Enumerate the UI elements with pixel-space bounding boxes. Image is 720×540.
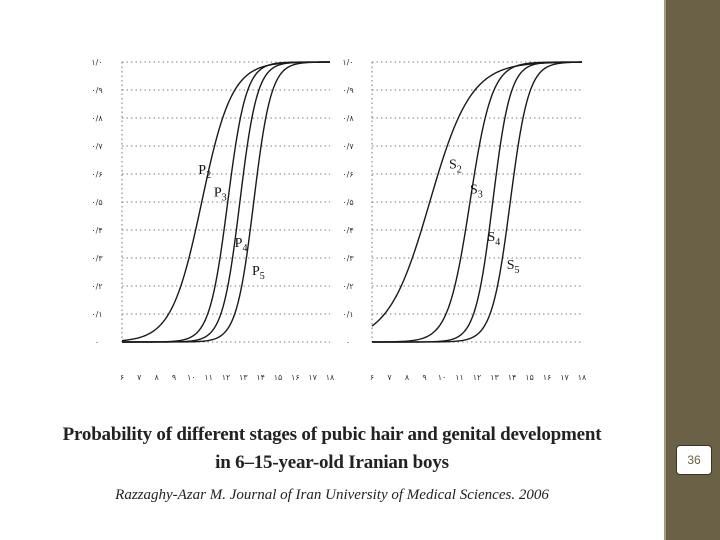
y-tick-label: ۰/۳ — [342, 254, 354, 263]
chart-panel-background — [112, 40, 338, 370]
x-tick-label: ۱۰ — [187, 373, 196, 382]
x-tick-label: ۱۸ — [578, 373, 587, 382]
series-label-s4: S4 — [488, 230, 501, 248]
series-line-s5 — [372, 61, 583, 343]
x-tick-label: ۱۳ — [490, 373, 499, 382]
x-tick-label: ۱۸ — [326, 373, 335, 382]
x-tick-label: ۱۱ — [204, 373, 213, 382]
x-tick-label: ۶ — [370, 373, 374, 382]
page-number-frame — [676, 445, 712, 475]
x-tick-label: ۱۲ — [222, 373, 231, 382]
y-tick-label: ۰/۸ — [91, 114, 103, 123]
y-tick-label: ۰/۶ — [91, 170, 102, 179]
y-tick-label: ۰/۴ — [342, 226, 353, 235]
series-label-p3: P3 — [214, 185, 227, 203]
x-tick-label: ۶ — [120, 373, 124, 382]
x-tick-label: ۷ — [387, 373, 392, 382]
caption-title-line2: in 6–15-year-old Iranian boys — [215, 452, 449, 473]
page-number: 36 — [687, 453, 701, 467]
caption-source: Razzaghy-Azar M. Journal of Iran Univers… — [115, 487, 549, 503]
y-tick-label: ۰/۷ — [91, 142, 103, 151]
series-label-p5: P5 — [252, 264, 265, 282]
y-tick-label: ۰/۲ — [342, 282, 353, 291]
y-tick-label: ۰/۲ — [91, 282, 102, 291]
series-label-s3: S3 — [470, 183, 483, 201]
y-tick-label: ۰/۳ — [91, 254, 103, 263]
y-tick-label: ۰/۸ — [342, 114, 354, 123]
caption-title: Probability of different stages of pubic… — [10, 421, 654, 477]
x-tick-label: ۱۳ — [239, 373, 248, 382]
y-tick-label: ۰ — [346, 338, 350, 347]
x-tick-label: ۱۶ — [543, 373, 552, 382]
x-tick-label: ۱۴ — [508, 373, 517, 382]
y-tick-label: ۰/۵ — [342, 198, 353, 207]
series-label-p2: P2 — [198, 163, 211, 181]
x-tick-label: ۹ — [172, 373, 176, 382]
x-tick-label: ۱۷ — [308, 373, 317, 382]
x-tick-label: ۱۵ — [274, 373, 283, 382]
figure: ۰ ۰/۱ ۰/۲ ۰/۳ ۰/۴ ۰/۵ ۰/۶ ۰/۷ ۰/۸ ۰/۹ ۱/۰ ۶ ۷ ۸ ۹ ۱۰ ۱۱ ۱… — [91, 40, 590, 382]
x-tick-label: ۱۶ — [291, 373, 300, 382]
x-tick-label: ۱۴ — [256, 373, 265, 382]
series-label-s5: S5 — [507, 258, 520, 276]
chart-pubic-hair: ۰ ۰/۱ ۰/۲ ۰/۳ ۰/۴ ۰/۵ ۰/۶ ۰/۷ ۰/۸ ۰/۹ ۱/۰ ۶ ۷ ۸ ۹ ۱۰ ۱۱ ۱… — [91, 40, 338, 382]
series-line-p5 — [122, 61, 331, 343]
x-tick-label: ۸ — [155, 373, 160, 382]
x-tick-label: ۸ — [405, 373, 410, 382]
x-tick-label: ۱۱ — [455, 373, 464, 382]
caption-title-line1: Probability of different stages of pubic… — [62, 424, 602, 445]
chart-genital: ۰ ۰/۱ ۰/۲ ۰/۳ ۰/۴ ۰/۵ ۰/۶ ۰/۷ ۰/۸ ۰/۹ ۱/۰ ۶ ۷ ۸ ۹ ۱۰ ۱۱ ۱… — [342, 40, 590, 382]
x-tick-label: ۱۰ — [438, 373, 447, 382]
x-tick-label: ۷ — [137, 373, 142, 382]
y-tick-label: ۱/۰ — [342, 58, 353, 67]
sidebar-divider — [664, 0, 666, 540]
y-tick-label: ۰/۵ — [91, 198, 102, 207]
x-tick-label: ۱۲ — [473, 373, 482, 382]
y-tick-label: ۰/۴ — [91, 226, 102, 235]
y-tick-label: ۱/۰ — [91, 58, 102, 67]
chart-panel-background — [364, 40, 590, 370]
x-tick-label: ۹ — [422, 373, 426, 382]
x-tick-label: ۱۵ — [525, 373, 534, 382]
y-tick-label: ۰/۶ — [342, 170, 353, 179]
y-tick-label: ۰/۷ — [342, 142, 354, 151]
y-tick-label: ۰/۱ — [342, 310, 353, 319]
x-tick-label: ۱۷ — [560, 373, 569, 382]
series-label-s2: S2 — [449, 157, 462, 175]
y-tick-label: ۰/۹ — [91, 86, 102, 95]
y-tick-label: ۰/۹ — [342, 86, 353, 95]
y-tick-label: ۰/۱ — [91, 310, 102, 319]
y-tick-label: ۰ — [95, 338, 99, 347]
series-label-p4: P4 — [235, 236, 248, 254]
